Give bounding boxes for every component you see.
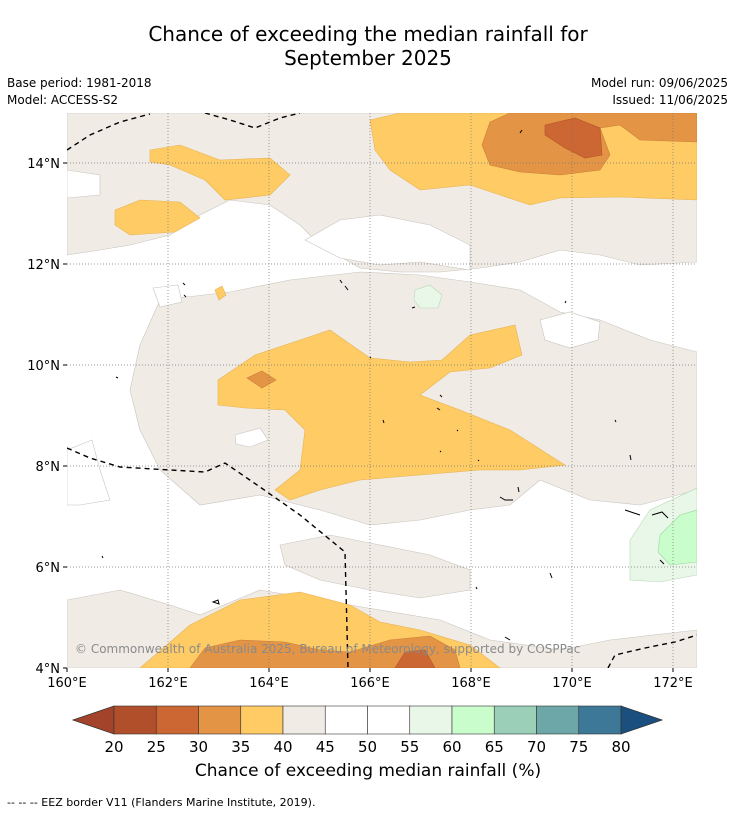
eez-footnote: -- -- -- EEZ border V11 (Flanders Marine… <box>7 796 316 809</box>
x-axis-ticks: 160°E 162°E 164°E 166°E 168°E 170°E 172°E <box>47 668 693 691</box>
colorbar-label: 65 <box>485 738 504 756</box>
region-25-30 <box>544 117 603 159</box>
meta-right: Model run: 09/06/2025 Issued: 11/06/2025 <box>591 75 728 109</box>
model-name: Model: ACCESS-S2 <box>7 93 119 107</box>
y-axis-ticks: 4°N 6°N 8°N 10°N 12°N 14°N <box>27 157 67 677</box>
y-tick-label: 12°N <box>27 258 60 273</box>
colorbar-label: 20 <box>104 738 123 756</box>
model-run: Model run: 09/06/2025 <box>590 76 728 90</box>
colorbar-over-arrow <box>620 705 664 735</box>
region-45-55 <box>234 427 269 448</box>
x-tick-label: 160°E <box>47 676 87 691</box>
region-35-40 <box>114 199 201 236</box>
map-area: © Commonwealth of Australia 2025, Bureau… <box>67 113 697 668</box>
y-tick-label: 14°N <box>27 157 60 172</box>
region-30-35 <box>189 635 461 668</box>
colorbar-swatch <box>155 705 199 735</box>
region-35-40 <box>217 324 566 501</box>
colorbar-under-arrow <box>71 705 115 735</box>
colorbar-label: 25 <box>147 738 166 756</box>
copyright-text: © Commonwealth of Australia 2025, Bureau… <box>75 642 580 656</box>
title-line-1: Chance of exceeding the median rainfall … <box>148 22 588 46</box>
colorbar-swatch <box>324 705 368 735</box>
x-tick-label: 166°E <box>350 676 390 691</box>
colorbar-label: 45 <box>316 738 335 756</box>
eez-border <box>67 113 697 668</box>
colorbar-swatch <box>493 705 537 735</box>
colorbar-label: 60 <box>442 738 461 756</box>
colorbar-swatch <box>578 705 622 735</box>
x-tick-label: 162°E <box>148 676 188 691</box>
region-45-55 <box>67 439 111 506</box>
region-45-55 <box>304 214 471 271</box>
colorbar-swatch <box>198 705 242 735</box>
colorbar-label: 35 <box>231 738 250 756</box>
map-figure: © Commonwealth of Australia 2025, Bureau… <box>27 113 697 756</box>
issued-date: Issued: 11/06/2025 <box>612 93 728 107</box>
x-tick-label: 172°E <box>653 676 693 691</box>
region-60-65 <box>657 509 697 566</box>
colorbar-label: 80 <box>611 738 630 756</box>
map-title: Chance of exceeding the median rainfall … <box>0 22 736 70</box>
graticule <box>67 113 697 668</box>
colorbar-swatch <box>409 705 453 735</box>
colorbar-swatch <box>240 705 284 735</box>
y-tick-label: 8°N <box>36 460 61 475</box>
region-55-60 <box>413 284 443 309</box>
colorbar-label: 70 <box>527 738 546 756</box>
region-45-55 <box>539 311 601 349</box>
colorbar-swatch <box>451 705 495 735</box>
colorbar-swatch <box>113 705 157 735</box>
x-tick-label: 164°E <box>249 676 289 691</box>
region-35-40 <box>214 285 227 301</box>
x-tick-label: 170°E <box>552 676 592 691</box>
colorbar-label: 30 <box>189 738 208 756</box>
region-45-55 <box>152 284 183 308</box>
colorbar-swatch <box>536 705 580 735</box>
y-tick-label: 10°N <box>27 359 60 374</box>
colorbar-title: Chance of exceeding median rainfall (%) <box>194 761 542 781</box>
y-tick-label: 4°N <box>36 662 61 677</box>
region-25-30 <box>394 649 436 668</box>
y-tick-label: 6°N <box>36 561 61 576</box>
region-35-40 <box>149 144 291 201</box>
colorbar-swatch <box>367 705 411 735</box>
region-40-45 <box>279 534 471 599</box>
x-tick-label: 168°E <box>451 676 491 691</box>
colorbar-label: 55 <box>400 738 419 756</box>
colorbar-swatch <box>282 705 326 735</box>
colorbar-label: 50 <box>358 738 377 756</box>
base-period: Base period: 1981-2018 <box>7 76 152 90</box>
region-45-55 <box>67 169 101 199</box>
islands <box>101 129 669 641</box>
meta-left: Base period: 1981-2018 Model: ACCESS-S2 <box>7 75 152 109</box>
colorbar-label: 75 <box>569 738 588 756</box>
colorbar-label: 40 <box>273 738 292 756</box>
colorbar: 20 25 30 35 40 45 50 55 60 65 70 75 80 <box>71 705 664 756</box>
title-line-2: September 2025 <box>284 46 452 70</box>
